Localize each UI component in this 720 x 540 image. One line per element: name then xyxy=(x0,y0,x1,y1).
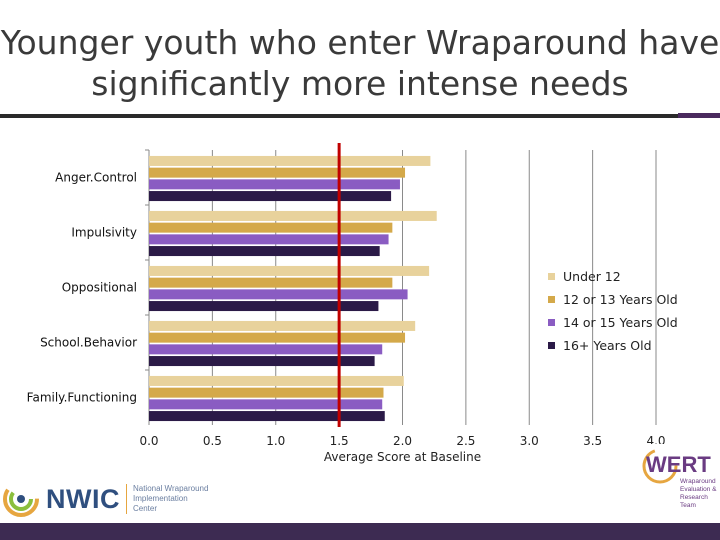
bar xyxy=(149,234,389,245)
x-tick-label: 1.0 xyxy=(266,434,285,448)
title-divider-accent xyxy=(678,113,720,118)
legend-swatch xyxy=(548,296,555,303)
nwic-logo: NWIC National Wraparound Implementation … xyxy=(2,480,213,518)
legend-label: 16+ Years Old xyxy=(563,338,652,353)
x-tick-label: 2.5 xyxy=(456,434,475,448)
legend-label: 12 or 13 Years Old xyxy=(563,292,678,307)
x-tick-label: 2.0 xyxy=(393,434,412,448)
nwic-logo-separator xyxy=(125,484,127,514)
legend: Under 12 12 or 13 Years Old 14 or 15 Years… xyxy=(548,265,678,357)
bar xyxy=(149,265,430,276)
x-axis-title: Average Score at Baseline xyxy=(324,450,481,464)
bar xyxy=(149,191,392,202)
nwic-logo-word: NWIC xyxy=(46,483,120,514)
legend-item: Under 12 xyxy=(548,265,678,288)
legend-swatch xyxy=(548,342,555,349)
bar xyxy=(149,277,393,288)
bar xyxy=(149,344,383,355)
legend-swatch xyxy=(548,273,555,280)
bar xyxy=(149,222,393,233)
bar xyxy=(149,289,408,300)
bar xyxy=(149,167,406,178)
wert-logo-word: WERT xyxy=(646,452,711,477)
wert-ring-icon xyxy=(642,448,678,484)
bar xyxy=(149,246,380,257)
bar xyxy=(149,179,400,190)
legend-label: Under 12 xyxy=(563,269,621,284)
category-label: Family.Functioning xyxy=(27,391,137,405)
bar xyxy=(149,155,431,166)
page-title: Younger youth who enter Wraparound have … xyxy=(0,23,720,103)
bar xyxy=(149,301,379,312)
bar xyxy=(149,411,385,422)
bar xyxy=(149,387,384,398)
bar xyxy=(149,375,404,386)
legend-item: 12 or 13 Years Old xyxy=(548,288,678,311)
bar xyxy=(149,210,437,221)
x-tick-label: 0.0 xyxy=(139,434,158,448)
bar xyxy=(149,399,383,410)
legend-item: 16+ Years Old xyxy=(548,334,678,357)
bar xyxy=(149,332,406,343)
title-divider xyxy=(0,114,720,118)
category-label: Anger.Control xyxy=(55,171,137,185)
category-label: Oppositional xyxy=(62,281,137,295)
nwic-logo-subtitle: National Wraparound Implementation Cente… xyxy=(132,484,209,513)
legend-item: 14 or 15 Years Old xyxy=(548,311,678,334)
legend-swatch xyxy=(548,319,555,326)
wert-logo-subtitle: Wraparound Evaluation & Research Team xyxy=(680,478,717,509)
x-tick-label: 3.5 xyxy=(583,434,602,448)
category-label: Impulsivity xyxy=(71,226,137,240)
bar xyxy=(149,356,375,367)
bar xyxy=(149,320,416,331)
footer-bar xyxy=(0,523,720,540)
category-label: School.Behavior xyxy=(40,336,137,350)
x-tick-label: 0.5 xyxy=(203,434,222,448)
x-tick-label: 3.0 xyxy=(520,434,539,448)
legend-label: 14 or 15 Years Old xyxy=(563,315,678,330)
x-tick-label: 1.5 xyxy=(330,434,349,448)
nwic-swirl-icon xyxy=(3,481,39,517)
wert-logo: WERT Wraparound Evaluation & Research Te… xyxy=(636,444,720,523)
